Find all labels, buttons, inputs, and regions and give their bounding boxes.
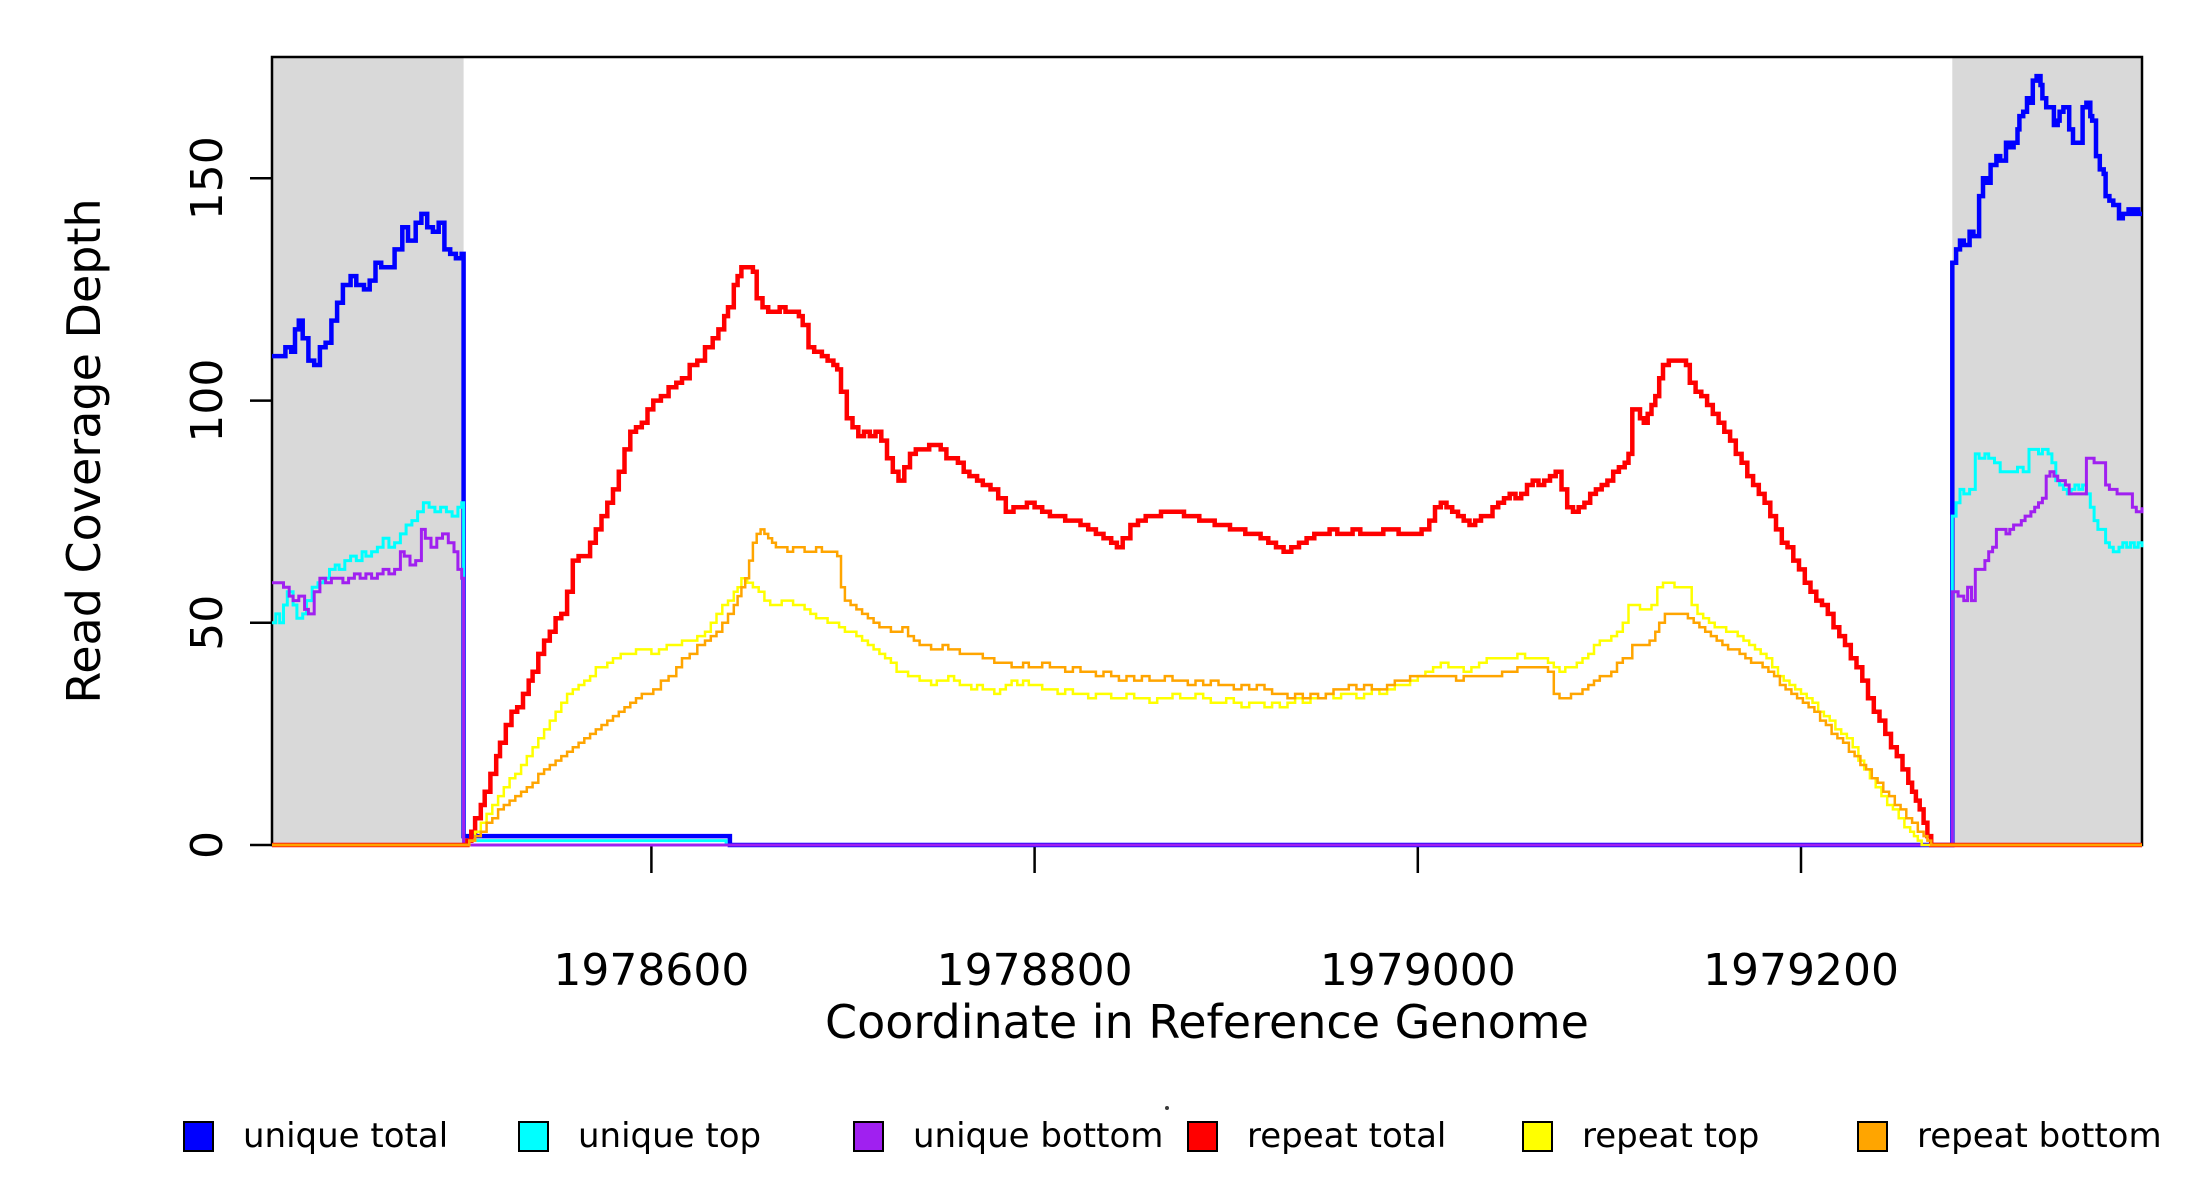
x-tick-label-1978600: 1978600 <box>553 945 749 996</box>
plot-box <box>270 55 2144 847</box>
y-axis-title: Read Coverage Depth <box>57 198 111 703</box>
y-tick-label-100: 100 <box>182 359 233 443</box>
series-line-unique-total <box>272 73 2142 848</box>
masked-region-0 <box>272 57 464 845</box>
x-axis-title: Coordinate in Reference Genome <box>825 995 1589 1049</box>
series-line-unique-top <box>272 447 2144 847</box>
x-tick-label-1979200: 1979200 <box>1703 945 1899 996</box>
y-tick-label-150: 150 <box>182 136 233 220</box>
y-tick-label-50: 50 <box>182 595 233 651</box>
series-line-unique-bottom <box>272 456 2144 847</box>
series-line-repeat-top <box>272 577 2142 847</box>
x-tick-label-1979000: 1979000 <box>1320 945 1516 996</box>
series-line-repeat-total <box>272 264 2142 848</box>
y-tick-label-0: 0 <box>182 831 233 859</box>
series-line-repeat-bottom <box>272 528 2142 847</box>
x-tick-label-1978800: 1978800 <box>937 945 1133 996</box>
